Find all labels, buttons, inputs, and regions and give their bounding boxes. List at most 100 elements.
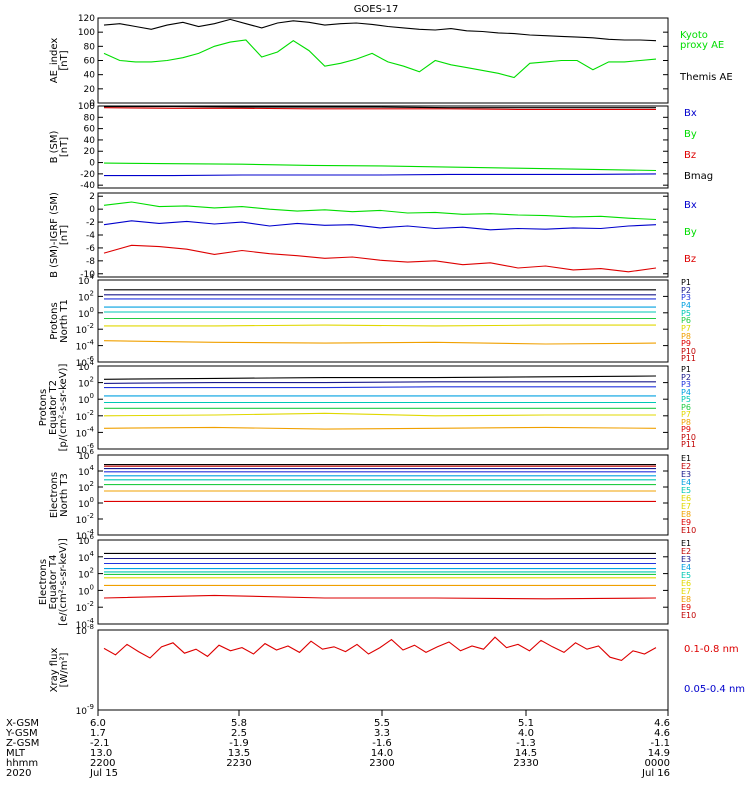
y-axis-label: B (SM)-IGRF (SM) (49, 192, 60, 278)
legend-entry: E6 (681, 579, 691, 588)
legend-entry: P1 (681, 365, 691, 374)
footer-value: -1.6 (372, 738, 392, 749)
footer-value: -1.9 (229, 738, 249, 749)
y-axis-label: Protons (49, 302, 60, 339)
footer-value: 2230 (226, 758, 251, 769)
footer-value: 0000 (645, 758, 670, 769)
footer-value: 5.5 (374, 718, 390, 729)
legend-entry: E10 (681, 611, 696, 620)
legend-entry: E4 (681, 563, 691, 572)
footer-value: Jul 16 (641, 768, 670, 779)
footer-row-label: MLT (6, 748, 26, 759)
legend-entry: E4 (681, 478, 691, 487)
y-tick-label: 20 (84, 85, 96, 95)
panel-frame (97, 539, 669, 625)
legend-entry: P11 (681, 440, 696, 449)
series-line-p3 (104, 386, 656, 389)
footer-value: 4.0 (518, 728, 534, 739)
legend-entry: E2 (681, 547, 691, 556)
legend-entry: P3 (681, 380, 691, 389)
legend-entry: P7 (681, 410, 691, 419)
y-tick-label: 80 (84, 113, 96, 123)
legend-entry: 0.1-0.8 nm (684, 644, 739, 655)
legend-entry: E3 (681, 470, 691, 479)
series-line-p2 (103, 381, 656, 384)
y-tick-label: 102 (78, 289, 94, 303)
legend-entry: P5 (681, 395, 691, 404)
y-axis-label: North T3 (59, 473, 70, 517)
legend-entry: P10 (681, 433, 696, 442)
y-tick-label: 10-2 (76, 600, 94, 614)
legend-entry: Themis AE (679, 72, 733, 83)
y-axis-label: North T1 (59, 299, 70, 343)
y-tick-label: -2 (86, 218, 95, 228)
legend-entry: E1 (681, 454, 691, 463)
y-tick-label: 120 (78, 14, 95, 24)
y-tick-label: 104 (78, 550, 94, 564)
legend-entry: Bx (684, 200, 697, 211)
panel-frame (97, 365, 669, 450)
legend-entry: By (684, 129, 697, 140)
ephemeris-footer: X-GSM 6.0 5.8 5.5 5.1 4.6 Y-GSM 1.7 2.5 3.3 4.0 4.6… (5, 710, 670, 779)
y-tick-label: -6 (86, 244, 95, 254)
y-tick-label: 10-2 (76, 512, 94, 526)
series-line-p8 (103, 340, 657, 345)
y-tick-label: 10-4 (76, 339, 95, 353)
y-tick-label: 0 (89, 159, 95, 169)
y-axis-label: Electrons (49, 472, 60, 518)
y-tick-label: 0 (89, 99, 95, 109)
legend-entry: P8 (681, 332, 691, 341)
legend-entry: E7 (681, 587, 691, 596)
y-axis-label: Protons (38, 389, 49, 426)
y-axis-label: [W/m²] (59, 652, 70, 687)
legend-entry: Bmag (684, 171, 713, 182)
legend-entry: proxy AE (680, 40, 724, 51)
y-tick-label: 40 (84, 71, 96, 81)
series-line-p8 (103, 426, 657, 430)
legend-entry: P8 (681, 418, 691, 427)
y-axis-label: Equator T4 (48, 555, 59, 610)
footer-row-label: Y-GSM (5, 728, 38, 739)
y-axis-label: [nT] (59, 225, 70, 245)
series-line-p1 (103, 375, 657, 380)
y-axis-label: [p/(cm²-s-sr-keV)] (58, 364, 69, 452)
legend-entry: P7 (681, 324, 691, 333)
legend-entry: E1 (681, 539, 691, 548)
series-line-p7 (104, 324, 656, 327)
legend-entry: P6 (681, 403, 691, 412)
panel-frame (97, 454, 669, 536)
legend-entry: P9 (681, 339, 691, 348)
footer-value: -2.1 (90, 738, 110, 749)
y-axis-label: AE_index (49, 38, 60, 84)
legend-entry: E10 (681, 526, 696, 535)
legend-entry: P2 (681, 373, 691, 382)
series-line-themis-ae (103, 18, 657, 42)
series-line-bz (103, 244, 657, 273)
y-axis-label: Xray flux (49, 648, 60, 693)
legend-entry: P3 (681, 293, 691, 302)
legend-entry: By (684, 227, 697, 238)
legend-entry: E9 (681, 603, 691, 612)
panel-frame (97, 17, 669, 104)
footer-value: 2200 (90, 758, 115, 769)
y-tick-label: 40 (84, 136, 96, 146)
footer-value: 3.3 (374, 728, 390, 739)
y-tick-label: 10-9 (76, 703, 94, 717)
footer-value: -1.1 (650, 738, 670, 749)
legend-entry: P9 (681, 425, 691, 434)
y-tick-label: 102 (78, 480, 94, 494)
y-tick-label: -10 (80, 270, 95, 280)
series-line-kyoto-proxy-ae (103, 39, 657, 79)
footer-value: 5.1 (518, 718, 534, 729)
footer-value: 13.0 (90, 748, 112, 759)
y-tick-label: 100 (78, 28, 95, 38)
series-line-by (103, 162, 657, 172)
y-axis-label: Equator T2 (48, 380, 59, 435)
